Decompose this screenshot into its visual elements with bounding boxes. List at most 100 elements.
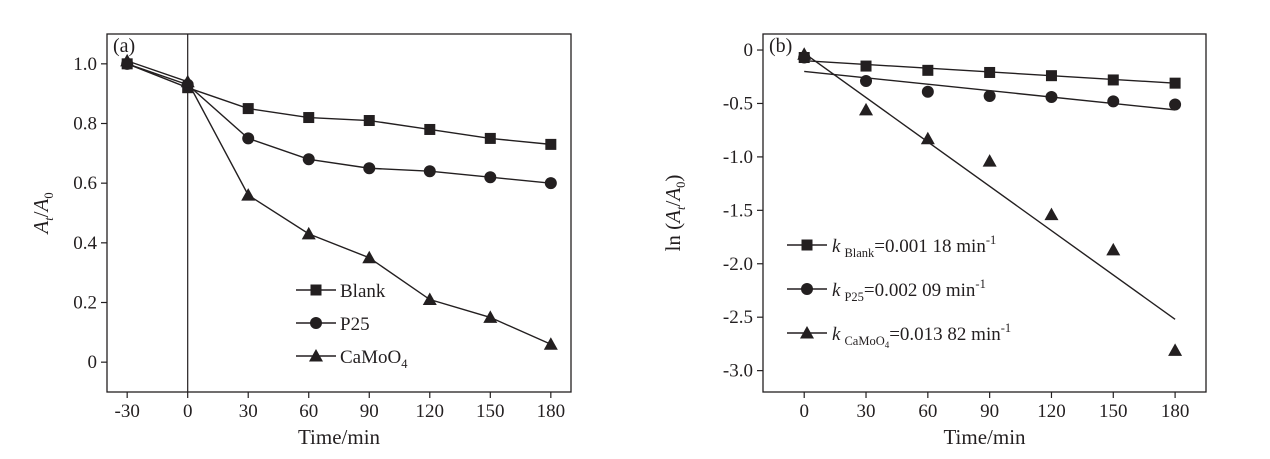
y-tick-label: -3.0 (723, 361, 753, 382)
legend-label: CaMoO4 (340, 347, 408, 371)
series-line (126, 63, 551, 184)
y-label-sub-t: t (42, 217, 56, 221)
chart-panel-b: 0 30 60 90 120 150 180 0 -0.5 -1.0 -1.5 -2.0 -2.5 -3.… (661, 33, 1207, 449)
y-tick-label: 0.4 (73, 233, 97, 254)
rate-sub: P25 (844, 290, 863, 304)
series-square (798, 52, 1181, 89)
data-point (1107, 95, 1120, 108)
data-point (544, 177, 557, 190)
y-tick-label: 0.6 (73, 173, 97, 194)
y-label-a0: A (661, 188, 685, 203)
data-point (1044, 207, 1059, 221)
y-tick-label: -1.5 (723, 200, 753, 221)
x-tick-label: 0 (799, 401, 809, 422)
data-point (423, 165, 436, 178)
data-point (543, 337, 558, 350)
legend-label: P25 (340, 314, 370, 335)
x-tick-label: 90 (980, 401, 999, 422)
x-tick-label: 180 (537, 401, 566, 422)
data-point (859, 102, 874, 116)
y-tick-label: -2.5 (723, 307, 753, 328)
x-tick-label: 150 (476, 401, 505, 422)
chart-panel-a: -30 0 30 60 90 120 150 180 0 0.2 0.4 0.6 0.8 1.0 (a) Ti… (29, 33, 572, 449)
rate-k: k (832, 324, 841, 345)
legend-entry: CaMoO4 (296, 347, 408, 371)
data-point (484, 171, 497, 184)
data-point (242, 103, 254, 115)
x-tick-label: 30 (239, 401, 258, 422)
y-label-sub-0: 0 (42, 192, 56, 198)
data-point (920, 131, 935, 145)
rate-value: =0.013 82 min (889, 324, 1001, 345)
series-triangle (797, 47, 1183, 356)
y-label-sub-0: 0 (674, 182, 688, 188)
rate-value: =0.001 18 min (874, 236, 986, 257)
x-tick-label: 90 (360, 401, 379, 422)
y-label-slash: / (661, 201, 685, 207)
legend-label: k Blank=0.001 18 min-1 (832, 233, 996, 260)
legend-entry: Blank (296, 281, 386, 302)
legend-label: Blank (340, 281, 386, 302)
data-point (1107, 74, 1119, 86)
legend-marker (310, 317, 322, 329)
fit-line (803, 52, 1176, 320)
series-triangle (120, 53, 558, 350)
legend-entry: k CaMoO4=0.013 82 min-1 (787, 321, 1011, 350)
series-line (126, 63, 551, 146)
legend-label: k P25=0.002 09 min-1 (832, 277, 986, 304)
rate-sub: CaMoO (844, 334, 884, 348)
rate-sup: -1 (975, 277, 985, 291)
legend-label: k CaMoO4=0.013 82 min-1 (832, 321, 1011, 350)
x-tick-label: 30 (857, 401, 876, 422)
x-tick-label: 120 (416, 401, 445, 422)
rate-value: =0.002 09 min (864, 280, 976, 301)
panel-label: (a) (113, 35, 135, 57)
series-circle (121, 57, 557, 190)
legend-marker (801, 239, 813, 251)
x-tick-label: 60 (299, 401, 318, 422)
data-point (1106, 242, 1121, 256)
legend-name-sub: 4 (401, 357, 408, 371)
y-label-a: A (661, 210, 685, 225)
y-label-prefix: ln ( (661, 223, 685, 252)
y-label-a: A (29, 221, 53, 236)
data-point (1169, 98, 1182, 111)
y-tick-label: -1.0 (723, 147, 753, 168)
legend-entry: k P25=0.002 09 min-1 (787, 277, 986, 304)
data-point (1045, 91, 1058, 104)
x-tick-label: 180 (1161, 401, 1190, 422)
y-tick-label: 0 (744, 40, 754, 61)
rate-sub: Blank (844, 246, 875, 260)
data-point (483, 310, 498, 323)
legend-name: P25 (340, 314, 370, 335)
x-axis-label: Time/min (298, 425, 381, 449)
legend-name: Blank (340, 281, 386, 302)
legend-marker (310, 284, 322, 296)
data-point (424, 123, 436, 135)
y-axis-label: ln (At/A0) (661, 175, 688, 252)
x-tick-label: 60 (918, 401, 937, 422)
y-tick-label: 0.8 (73, 114, 97, 135)
series-circle (798, 51, 1182, 111)
x-tick-label: -30 (115, 401, 140, 422)
plot-frame (106, 33, 572, 393)
y-label-a0: A (29, 198, 53, 213)
rate-k: k (832, 280, 841, 301)
y-tick-label: -0.5 (723, 93, 753, 114)
data-point (301, 226, 316, 240)
series-line (126, 60, 552, 345)
rate-sub2: 4 (885, 340, 890, 350)
data-point (860, 60, 872, 72)
rate-sup: -1 (1001, 321, 1011, 335)
x-tick-label: 120 (1037, 401, 1066, 422)
legend-entry: P25 (296, 314, 370, 335)
plot-frame (762, 33, 1207, 393)
y-label-suffix: ) (661, 175, 685, 182)
legend-marker (309, 349, 323, 362)
legend-marker (800, 326, 814, 339)
x-tick-label: 150 (1099, 401, 1128, 422)
data-point (860, 75, 873, 88)
data-point (982, 154, 997, 167)
series-square (121, 58, 557, 150)
